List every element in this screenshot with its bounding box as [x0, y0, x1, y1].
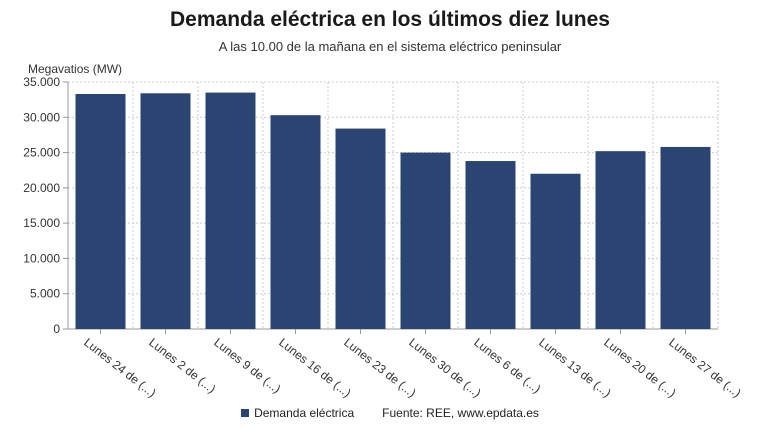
bar — [465, 161, 516, 329]
source-text: Fuente: REE, www.epdata.es — [382, 406, 539, 420]
bar — [530, 173, 581, 329]
y-tick-label: 5.000 — [30, 287, 60, 301]
chart-subtitle: A las 10.00 de la mañana en el sistema e… — [218, 39, 562, 54]
y-tick-label: 10.000 — [23, 251, 60, 265]
bar — [270, 115, 321, 329]
bar — [335, 128, 386, 329]
y-tick-label: 15.000 — [23, 216, 60, 230]
legend: Demanda eléctrica Fuente: REE, www.epdata… — [0, 406, 780, 420]
bar — [660, 146, 711, 329]
y-tick-label: 0 — [53, 322, 60, 336]
legend-swatch — [241, 409, 250, 417]
legend-label: Demanda eléctrica — [254, 406, 355, 420]
bar — [595, 151, 646, 329]
y-tick-label: 35.000 — [23, 75, 60, 89]
bar — [205, 92, 256, 329]
x-tick-label: Lunes 9 de (...) — [211, 335, 283, 396]
bar — [75, 93, 126, 329]
bar — [400, 152, 451, 329]
y-tick-label: 20.000 — [23, 181, 60, 195]
chart-title: Demanda eléctrica en los últimos diez lu… — [170, 8, 610, 31]
y-tick-label: 25.000 — [23, 146, 60, 160]
x-tick-label: Lunes 27 de (...) — [666, 335, 743, 400]
y-tick-label: 30.000 — [23, 110, 60, 124]
y-axis-label: Megavatios (MW) — [28, 62, 123, 76]
bar — [140, 93, 191, 329]
